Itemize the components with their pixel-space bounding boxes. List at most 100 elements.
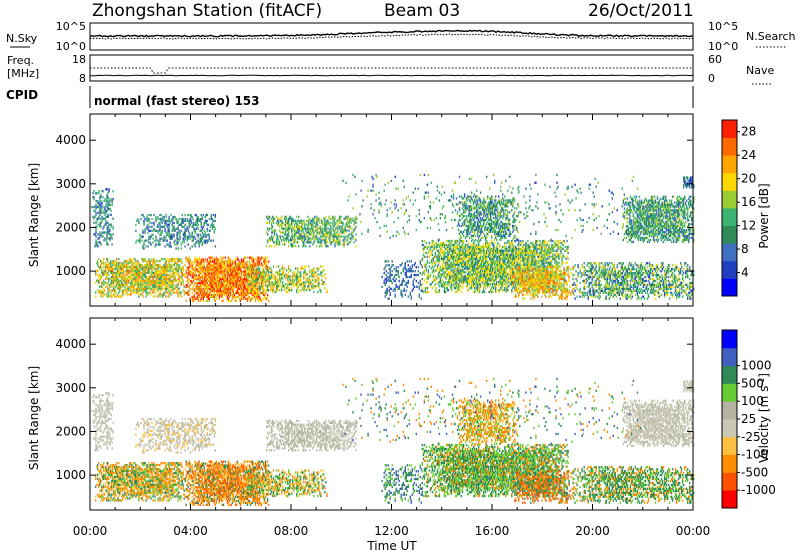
power-cell (438, 261, 441, 264)
power-cell (385, 281, 387, 285)
power-cell (153, 263, 155, 267)
power-cell (101, 283, 103, 286)
power-cell (125, 281, 127, 284)
power-cell (245, 262, 248, 265)
power-cell (183, 293, 185, 296)
power-cell (298, 215, 300, 218)
power-cell (142, 213, 144, 217)
power-cell (124, 265, 126, 269)
power-cell (112, 279, 114, 282)
power-cell (175, 265, 177, 269)
power-cell (149, 285, 151, 288)
power-cell (352, 231, 354, 234)
power-cell (219, 287, 221, 291)
power-cell (110, 291, 112, 294)
power-cell (228, 264, 231, 267)
power-cell (334, 239, 336, 242)
power-cell (211, 293, 213, 297)
power-cell (119, 281, 121, 284)
date-label: 26/Oct/2011 (588, 1, 694, 21)
power-cell (221, 299, 224, 302)
power-cell (282, 281, 284, 284)
power-cell (207, 266, 209, 269)
power-cell (212, 295, 214, 298)
power-cell (231, 268, 234, 271)
power-cell (442, 265, 445, 268)
power-cell (202, 295, 204, 298)
power-cell (319, 219, 321, 222)
power-cell (244, 282, 247, 285)
power-cell (228, 289, 231, 293)
power-cell (197, 291, 199, 295)
power-cell (240, 266, 243, 269)
power-cell (309, 217, 311, 220)
power-cell (295, 239, 297, 242)
power-cell (105, 221, 107, 224)
power-cell (196, 287, 198, 291)
power-cell (145, 245, 147, 248)
power-cell (166, 263, 168, 267)
power-cell (104, 289, 106, 292)
power-cell (197, 233, 199, 236)
power-cell (207, 268, 209, 271)
power-cell (204, 287, 206, 291)
power-cell (173, 271, 175, 274)
power-cell (277, 221, 280, 224)
power-cell (265, 262, 268, 265)
power-cell (194, 268, 196, 271)
power-cell (231, 278, 234, 281)
power-cell (190, 219, 192, 223)
power-cell (96, 243, 98, 246)
power-cell (413, 285, 415, 288)
power-cell (116, 263, 118, 267)
power-cell (148, 265, 150, 269)
power-cell (212, 264, 214, 267)
power-cell (452, 271, 455, 274)
power-cell (105, 273, 107, 276)
power-cell (152, 277, 154, 280)
power-cell (148, 217, 150, 221)
power-cell (305, 271, 307, 274)
power-cell (106, 273, 108, 276)
power-cell (105, 261, 107, 265)
power-cell (446, 249, 449, 252)
power-cell (161, 287, 163, 290)
power-cell (105, 269, 107, 273)
power-cell (240, 262, 243, 265)
power-cell (210, 256, 212, 259)
power-cell (210, 268, 212, 271)
power-cell (129, 261, 131, 265)
power-cell (170, 285, 172, 288)
power-cell (316, 215, 318, 218)
power-cell (109, 239, 111, 242)
power-cell (246, 280, 249, 283)
power-cell (171, 265, 173, 269)
power-cell (251, 266, 254, 269)
power-cell (201, 295, 203, 298)
power-cell (173, 233, 175, 236)
power-cell (216, 274, 218, 277)
power-cell (96, 192, 98, 195)
power-cell (188, 225, 190, 228)
power-cell (197, 289, 199, 293)
power-cell (395, 277, 397, 281)
power-cell (401, 262, 403, 265)
power-cell (119, 273, 121, 276)
power-cell (116, 283, 118, 286)
power-cell (231, 287, 234, 291)
power-cell (223, 270, 226, 273)
power-cell (219, 270, 221, 273)
power-cell (113, 271, 115, 274)
power-cell (207, 223, 209, 226)
power-cell (95, 200, 97, 203)
power-cell (389, 270, 391, 273)
power-cell (147, 263, 149, 267)
power-cell (347, 235, 349, 238)
power-cell (110, 225, 112, 228)
power-cell (186, 225, 188, 228)
power-cell (153, 213, 155, 217)
power-cell (266, 233, 269, 236)
power-cell (218, 282, 220, 285)
power-cell (267, 285, 270, 288)
power-cell (191, 266, 193, 269)
